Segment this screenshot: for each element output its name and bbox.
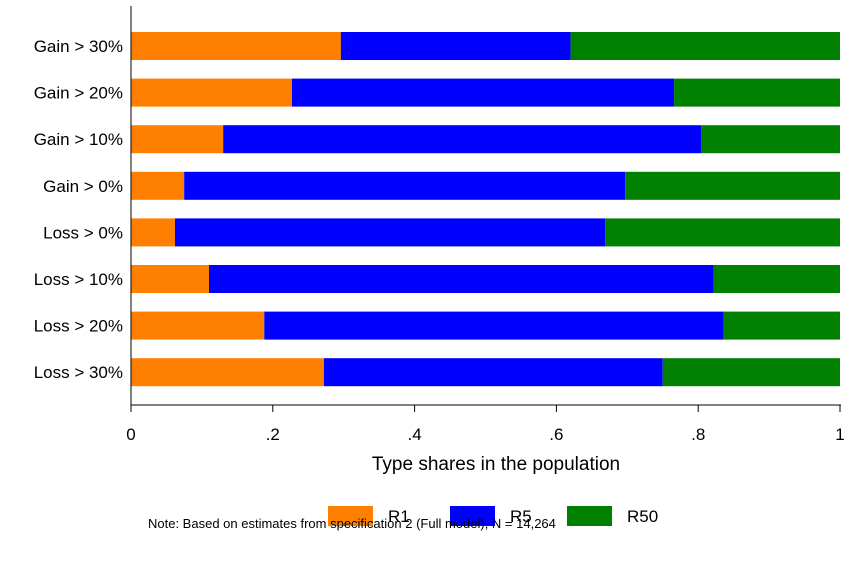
bar-r5-1 xyxy=(291,78,675,107)
y-tick-label: Loss > 30% xyxy=(34,363,123,382)
x-tick-label: .6 xyxy=(549,425,563,444)
bar-r1-0 xyxy=(131,32,341,60)
bar-r50-3 xyxy=(625,171,840,200)
bar-r1-1 xyxy=(131,78,292,107)
bar-r1-6 xyxy=(131,311,265,340)
legend-label-r50: R50 xyxy=(627,507,658,526)
legend-label-r1: R1 xyxy=(388,507,410,526)
bar-r50-5 xyxy=(713,265,840,293)
y-tick-label: Gain > 20% xyxy=(34,84,123,103)
bar-r5-6 xyxy=(264,311,724,340)
bar-r5-4 xyxy=(174,218,606,247)
x-tick-label: 0 xyxy=(126,425,135,444)
bar-r5-0 xyxy=(340,32,571,60)
bar-r5-2 xyxy=(223,125,702,154)
legend-swatch-r1 xyxy=(328,506,373,526)
bar-r5-5 xyxy=(208,265,714,293)
y-tick-labels: Gain > 30% Gain > 20% Gain > 10% Gain > 0% L… xyxy=(34,37,123,382)
legend-swatch-r5 xyxy=(450,506,495,526)
legend-label-r5: R5 xyxy=(510,507,532,526)
x-tick-label: .2 xyxy=(266,425,280,444)
bar-r1-5 xyxy=(131,265,209,293)
legend-swatch-r50 xyxy=(567,506,612,526)
x-tick-label: .8 xyxy=(691,425,705,444)
legend: R1 R5 R50 xyxy=(328,506,658,526)
x-tick-label: .4 xyxy=(408,425,422,444)
bar-r50-1 xyxy=(674,78,840,107)
bar-r1-7 xyxy=(131,358,324,387)
y-tick-label: Gain > 10% xyxy=(34,130,123,149)
bar-r50-4 xyxy=(605,218,840,247)
y-tick-label: Loss > 10% xyxy=(34,270,123,289)
bar-r50-6 xyxy=(723,311,840,340)
chart-note: Note: Based on estimates from specificat… xyxy=(148,516,556,531)
bar-r50-7 xyxy=(662,358,840,387)
bar-r1-2 xyxy=(131,125,224,154)
bar-r50-0 xyxy=(570,32,840,60)
bar-r5-3 xyxy=(184,171,626,200)
bars-group xyxy=(131,32,840,387)
x-axis-label: Type shares in the population xyxy=(372,454,620,475)
bar-r50-2 xyxy=(701,125,840,154)
y-tick-label: Gain > 0% xyxy=(43,177,123,196)
y-tick-label: Loss > 0% xyxy=(43,223,123,242)
bar-r1-4 xyxy=(131,218,175,247)
y-tick-label: Gain > 30% xyxy=(34,37,123,56)
bar-r1-3 xyxy=(131,171,185,200)
y-tick-label: Loss > 20% xyxy=(34,317,123,336)
x-tick-label: 1 xyxy=(835,425,844,444)
x-ticks: 0 .2 .4 .6 .8 1 xyxy=(126,405,845,444)
bar-r5-7 xyxy=(323,358,663,387)
